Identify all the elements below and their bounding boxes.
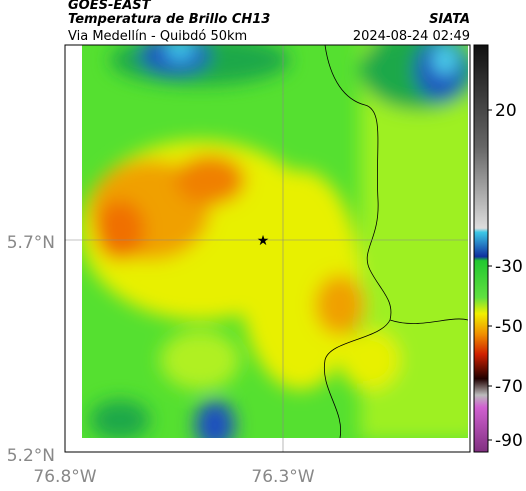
colorbar-label: -70 bbox=[495, 377, 523, 397]
subtitle: Via Medellín - Quibdó 50km bbox=[68, 29, 247, 44]
agency: SIATA bbox=[429, 12, 470, 27]
colorbar-label: -30 bbox=[495, 257, 523, 277]
svg-text:★: ★ bbox=[257, 233, 270, 249]
lat-label: 5.2°N bbox=[7, 446, 55, 466]
lat-label: 5.7°N bbox=[7, 233, 55, 253]
lon-label: 76.3°W bbox=[251, 467, 314, 487]
colorbar-label: 20 bbox=[495, 101, 517, 121]
map-frame bbox=[64, 44, 471, 453]
colorbar-label: -90 bbox=[495, 431, 523, 451]
colorbar bbox=[473, 44, 489, 453]
datetime: 2024-08-24 02:49 bbox=[353, 29, 470, 44]
source: GOES-EAST bbox=[68, 0, 152, 13]
brightness-map: ★ bbox=[82, 45, 468, 438]
lon-label: 76.8°W bbox=[33, 467, 96, 487]
title: Temperatura de Brillo CH13 bbox=[68, 12, 270, 27]
colorbar-label: -50 bbox=[495, 317, 523, 337]
